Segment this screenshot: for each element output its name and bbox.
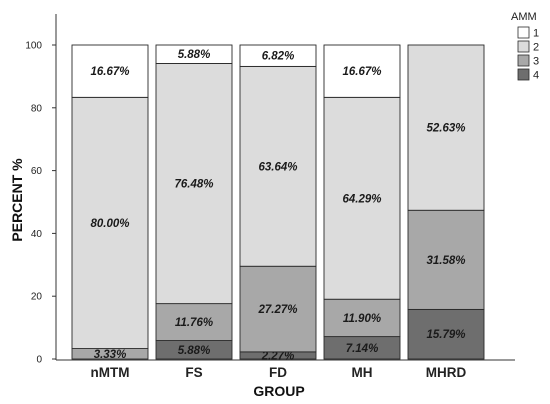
bar-segment-amm-1 bbox=[155, 44, 233, 64]
y-tick-label: 40 bbox=[31, 229, 43, 240]
x-tick-label: MHRD bbox=[426, 365, 467, 380]
data-label: 16.67% bbox=[342, 66, 381, 78]
data-label: 7.14% bbox=[346, 343, 379, 355]
bar-stack-fd: 2.27% 27.27% 63.64% 6.82% bbox=[239, 44, 317, 362]
x-tick-label: MH bbox=[352, 365, 373, 380]
bar-segment-amm-2 bbox=[239, 65, 317, 267]
legend-label: 4 bbox=[533, 70, 539, 82]
data-label: 16.67% bbox=[90, 66, 129, 78]
data-label: 15.79% bbox=[426, 329, 465, 341]
x-tick-label: FD bbox=[269, 365, 287, 380]
bar-segment-amm-2 bbox=[407, 44, 485, 211]
data-label: 64.29% bbox=[342, 193, 381, 205]
x-tick-label: nMTM bbox=[91, 365, 130, 380]
data-label: 63.64% bbox=[258, 161, 297, 173]
x-axis: nMTM FS FD MH MHRD bbox=[56, 359, 515, 380]
bar-stack-nmtm: 3.33% 80.00% 16.67% bbox=[71, 44, 149, 361]
y-tick-label: 100 bbox=[25, 41, 42, 52]
data-label: 11.76% bbox=[175, 317, 213, 329]
bars: 3.33% 80.00% 16.67% 5.88% 11.76% 76.48% 5.88% 2… bbox=[71, 44, 485, 362]
y-tick-label: 80 bbox=[31, 103, 43, 114]
data-label: 27.27% bbox=[257, 304, 297, 316]
data-label: 11.90% bbox=[343, 313, 381, 325]
data-label: 31.58% bbox=[426, 255, 465, 267]
legend-label: 3 bbox=[533, 56, 539, 68]
bar-stack-fs: 5.88% 11.76% 76.48% 5.88% bbox=[155, 44, 233, 360]
bar-stack-mhrd: 15.79% 31.58% 52.63% bbox=[407, 44, 485, 360]
data-label: 3.33% bbox=[94, 349, 127, 361]
legend-swatch-4 bbox=[517, 68, 530, 81]
data-label: 2.27% bbox=[261, 350, 295, 362]
bar-stack-mh: 7.14% 11.90% 64.29% 16.67% bbox=[323, 44, 401, 360]
legend: AMM 1 2 3 4 bbox=[511, 11, 539, 82]
legend-swatch-1 bbox=[517, 26, 530, 39]
y-tick-label: 0 bbox=[36, 355, 42, 366]
legend-swatch-3 bbox=[517, 54, 530, 67]
data-label: 5.88% bbox=[178, 345, 211, 357]
bar-segment-amm-2 bbox=[155, 63, 233, 305]
bar-segment-amm-1 bbox=[323, 44, 401, 98]
data-label: 76.48% bbox=[174, 179, 213, 191]
bar-segment-amm-1 bbox=[71, 44, 149, 98]
data-label: 5.88% bbox=[178, 49, 211, 61]
legend-title: AMM bbox=[511, 11, 537, 23]
data-label: 6.82% bbox=[262, 51, 295, 63]
legend-label: 1 bbox=[533, 28, 539, 40]
bar-segment-amm-4 bbox=[407, 308, 485, 360]
bar-segment-amm-3 bbox=[323, 298, 401, 338]
bar-segment-amm-3 bbox=[239, 265, 317, 353]
data-label: 52.63% bbox=[426, 123, 465, 135]
y-axis: 0 20 40 60 80 100 bbox=[25, 14, 57, 366]
bar-segment-amm-1 bbox=[239, 44, 317, 67]
y-tick-label: 60 bbox=[31, 166, 43, 177]
y-axis-title: PERCENT % bbox=[9, 158, 25, 242]
bar-segment-amm-2 bbox=[323, 96, 401, 300]
x-tick-label: FS bbox=[185, 365, 202, 380]
data-label: 80.00% bbox=[90, 218, 129, 230]
legend-swatch-2 bbox=[517, 40, 530, 53]
bar-segment-amm-3 bbox=[155, 303, 233, 341]
y-tick-label: 20 bbox=[31, 292, 43, 303]
x-axis-title: GROUP bbox=[253, 383, 304, 399]
legend-label: 2 bbox=[533, 42, 539, 54]
